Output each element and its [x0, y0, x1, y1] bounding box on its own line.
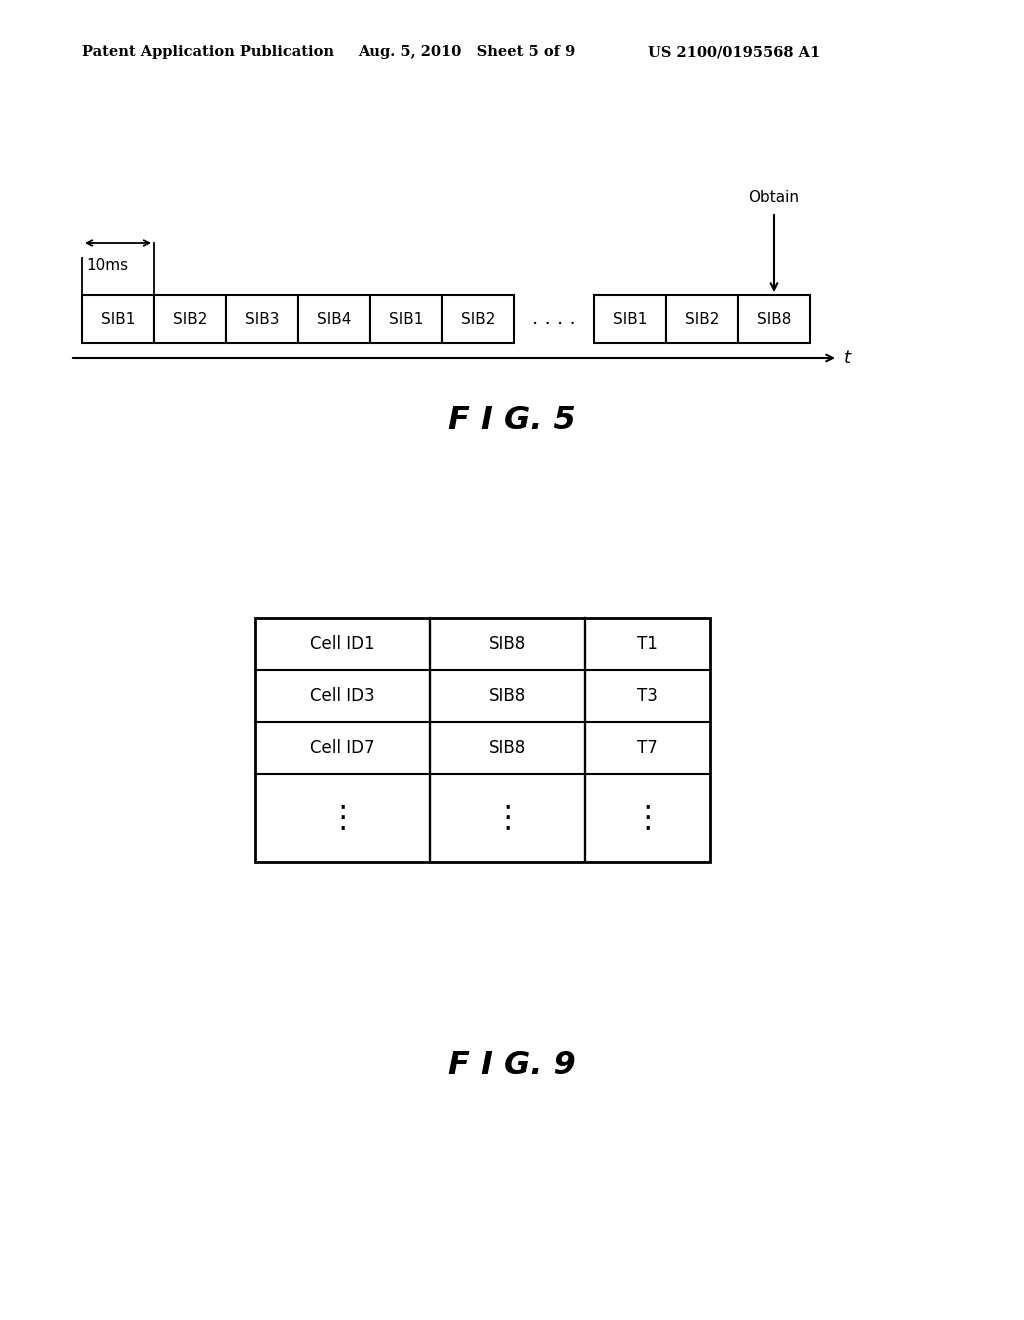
Bar: [154, 294, 226, 343]
Text: ⋮: ⋮: [493, 804, 522, 833]
Text: 10ms: 10ms: [86, 257, 128, 273]
Bar: [594, 294, 666, 343]
Text: F I G. 5: F I G. 5: [449, 405, 575, 436]
Text: SIB1: SIB1: [612, 312, 647, 326]
Text: SIB2: SIB2: [173, 312, 207, 326]
Text: SIB8: SIB8: [757, 312, 792, 326]
Text: SIB8: SIB8: [488, 635, 526, 653]
Bar: [442, 294, 514, 343]
Text: Cell ID7: Cell ID7: [310, 739, 375, 756]
Text: Obtain: Obtain: [749, 190, 800, 205]
Text: SIB4: SIB4: [316, 312, 351, 326]
Text: SIB8: SIB8: [488, 739, 526, 756]
Text: . . . .: . . . .: [532, 309, 575, 329]
Bar: [82, 294, 154, 343]
Text: T3: T3: [637, 686, 658, 705]
Text: F I G. 9: F I G. 9: [449, 1049, 575, 1081]
Text: SIB2: SIB2: [461, 312, 496, 326]
Text: SIB3: SIB3: [245, 312, 280, 326]
Text: t: t: [844, 348, 851, 367]
Text: ⋮: ⋮: [328, 804, 357, 833]
Text: SIB1: SIB1: [389, 312, 423, 326]
Bar: [666, 294, 738, 343]
Bar: [298, 294, 370, 343]
Text: Patent Application Publication: Patent Application Publication: [82, 45, 334, 59]
Text: ⋮: ⋮: [632, 804, 663, 833]
Bar: [226, 294, 298, 343]
Text: SIB2: SIB2: [685, 312, 719, 326]
Text: Cell ID1: Cell ID1: [310, 635, 375, 653]
Text: SIB8: SIB8: [488, 686, 526, 705]
Text: SIB1: SIB1: [100, 312, 135, 326]
Text: T1: T1: [637, 635, 658, 653]
Bar: [370, 294, 442, 343]
Text: Aug. 5, 2010   Sheet 5 of 9: Aug. 5, 2010 Sheet 5 of 9: [358, 45, 575, 59]
Text: T7: T7: [637, 739, 657, 756]
Text: US 2100/0195568 A1: US 2100/0195568 A1: [648, 45, 820, 59]
Text: Cell ID3: Cell ID3: [310, 686, 375, 705]
Bar: [255, 618, 710, 862]
Bar: [738, 294, 810, 343]
